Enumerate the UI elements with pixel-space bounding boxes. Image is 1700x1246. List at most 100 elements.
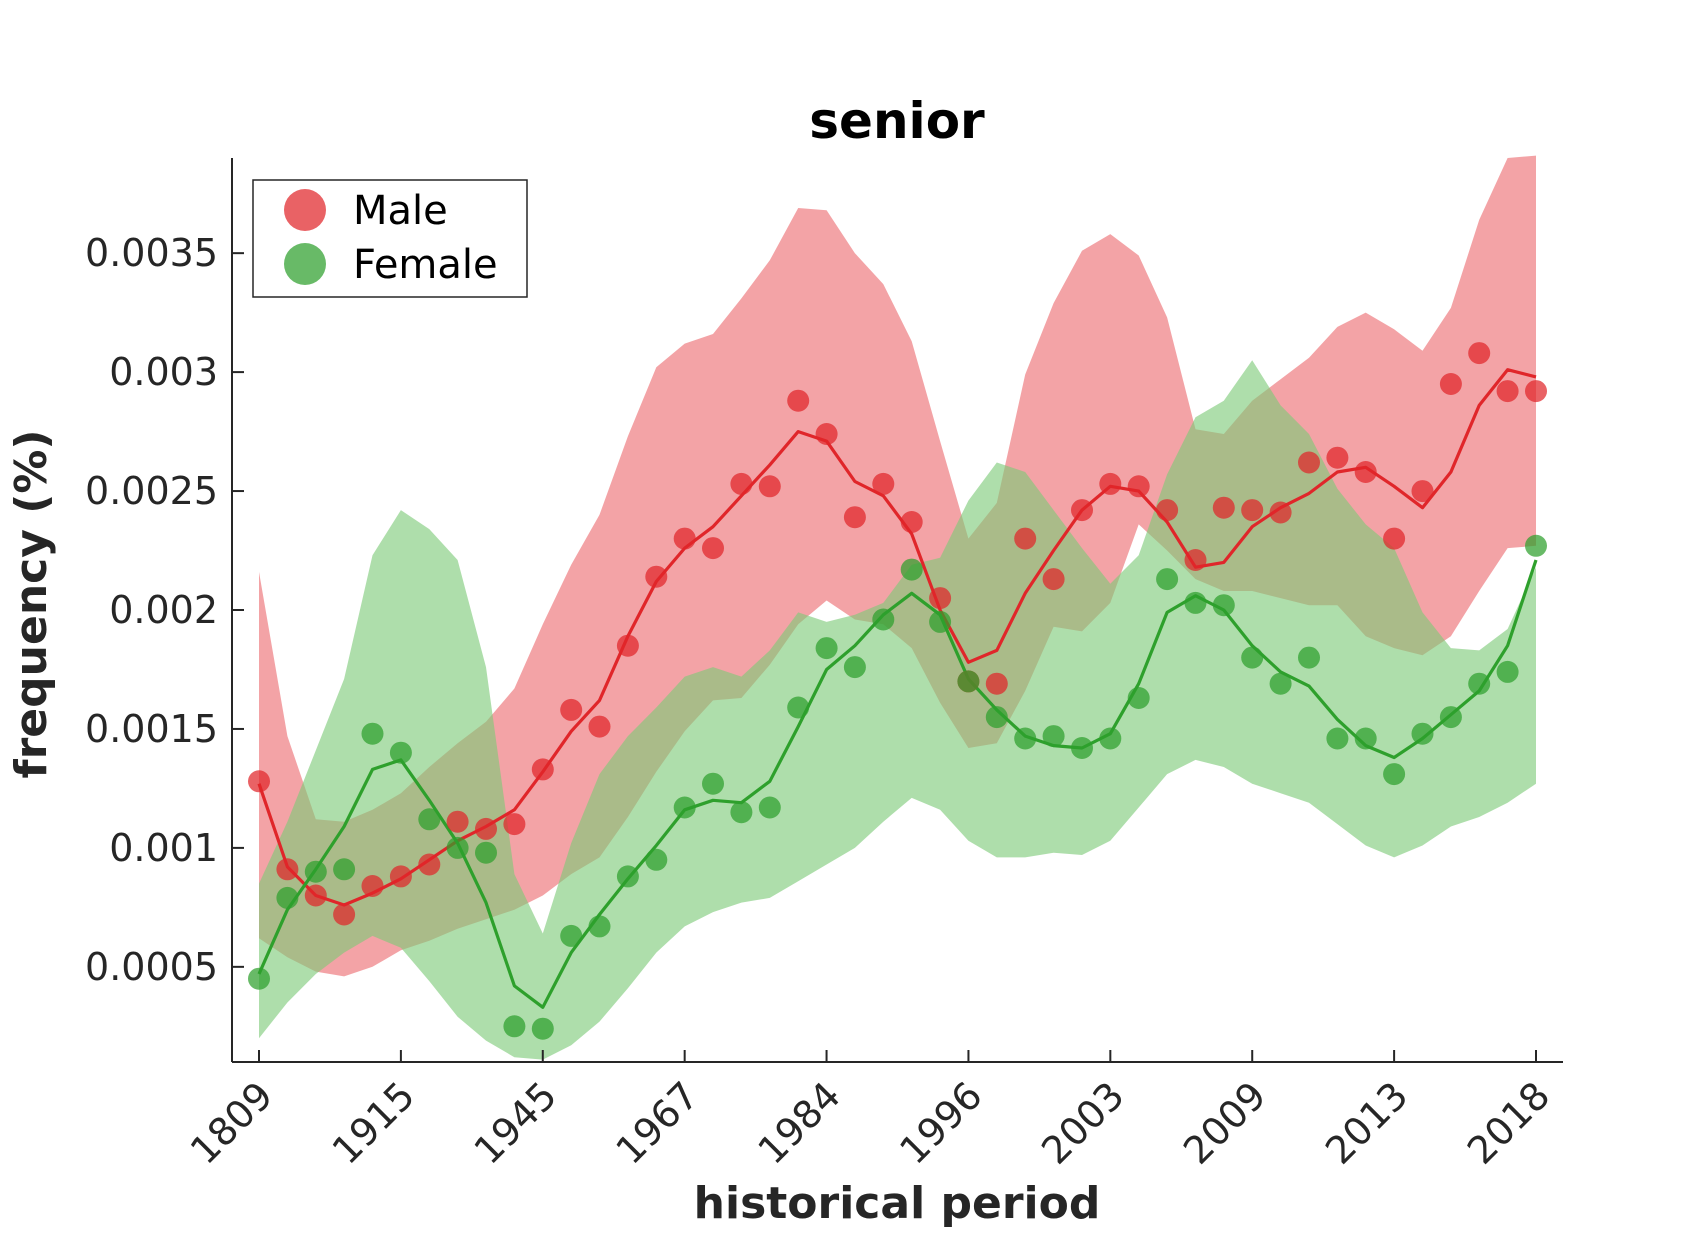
- female-data-point: [560, 924, 583, 947]
- female-data-point: [1411, 722, 1434, 745]
- male-data-point: [645, 565, 668, 588]
- male-data-point: [418, 853, 441, 876]
- female-data-point: [446, 836, 469, 859]
- female-data-point: [361, 722, 384, 745]
- male-data-point: [673, 527, 696, 550]
- male-data-point: [758, 475, 781, 498]
- y-tick-label: 0.0015: [85, 707, 218, 751]
- male-data-point: [248, 770, 270, 793]
- male-data-point: [702, 537, 724, 560]
- male-data-point: [730, 472, 753, 495]
- male-data-point: [1127, 475, 1150, 498]
- y-tick-label: 0.002: [109, 588, 218, 632]
- male-data-point: [389, 865, 412, 888]
- female-data-point: [1071, 737, 1093, 759]
- female-data-point: [957, 670, 980, 693]
- female-data-point: [588, 915, 611, 938]
- male-data-point: [1241, 499, 1264, 522]
- female-data-point: [475, 841, 497, 864]
- female-data-point: [1383, 763, 1406, 786]
- male-data-point: [872, 472, 895, 495]
- legend-marker-male: [284, 189, 326, 231]
- female-data-point: [1298, 646, 1320, 669]
- female-data-point: [1042, 725, 1065, 748]
- female-data-point: [1014, 727, 1037, 750]
- male-data-point: [1042, 568, 1065, 591]
- female-data-point: [1184, 591, 1207, 614]
- male-data-point: [1525, 380, 1547, 403]
- x-axis-title: historical period: [694, 1178, 1101, 1229]
- female-data-point: [815, 637, 838, 660]
- male-trend-line: [257, 368, 1537, 907]
- male-data-point: [1383, 527, 1406, 550]
- female-data-point: [787, 696, 810, 719]
- female-data-point: [985, 706, 1008, 729]
- male-data-point: [1439, 373, 1462, 395]
- male-data-point: [1269, 501, 1292, 524]
- male-data-point: [1411, 480, 1434, 503]
- chart-title: senior: [809, 92, 985, 150]
- male-data-point: [1212, 496, 1235, 519]
- legend-label-female: Female: [353, 242, 498, 288]
- male-data-point: [1354, 461, 1377, 483]
- y-tick-label: 0.0005: [85, 945, 218, 989]
- female-data-point: [1326, 727, 1349, 750]
- female-trend-line: [257, 559, 1538, 1009]
- male-data-point: [985, 672, 1008, 695]
- female-data-point: [418, 808, 441, 831]
- data-points: [248, 342, 1547, 1040]
- female-data-point: [645, 848, 668, 871]
- male-data-point: [446, 810, 469, 833]
- female-data-point: [304, 860, 327, 883]
- female-data-point: [758, 796, 781, 819]
- male-data-point: [1099, 472, 1122, 495]
- male-data-point: [503, 813, 526, 836]
- male-data-point: [361, 875, 384, 897]
- female-data-point: [929, 610, 952, 633]
- male-data-point: [1071, 499, 1093, 522]
- female-data-point: [900, 558, 923, 581]
- legend: Male Female: [252, 179, 528, 298]
- y-tick-label: 0.003: [109, 350, 218, 394]
- male-data-point: [1014, 527, 1037, 550]
- male-data-point: [1468, 342, 1491, 365]
- male-data-point: [588, 715, 611, 738]
- y-tick-label: 0.001: [109, 826, 218, 870]
- female-data-point: [730, 801, 753, 824]
- male-data-point: [304, 884, 327, 907]
- female-data-point: [843, 656, 866, 679]
- female-data-point: [616, 865, 639, 888]
- male-data-point: [787, 389, 810, 412]
- female-data-point: [1269, 672, 1292, 695]
- male-data-point: [333, 903, 356, 926]
- female-data-point: [503, 1015, 526, 1038]
- male-data-point: [616, 634, 639, 657]
- female-data-point: [1127, 687, 1150, 709]
- female-data-point: [1525, 534, 1547, 557]
- axes: [231, 158, 1563, 1063]
- female-data-point: [1099, 727, 1122, 750]
- female-confidence-band: [259, 360, 1536, 1060]
- female-data-point: [1496, 660, 1519, 683]
- male-data-point: [1496, 380, 1519, 403]
- male-data-point: [900, 511, 923, 533]
- female-data-point: [1241, 646, 1264, 669]
- female-data-point: [1212, 594, 1235, 617]
- female-data-point: [333, 858, 356, 881]
- male-data-point: [276, 858, 299, 881]
- y-tick-label: 0.0035: [85, 231, 218, 275]
- male-data-point: [560, 698, 583, 721]
- female-data-point: [673, 796, 696, 819]
- male-data-point: [1298, 451, 1320, 474]
- male-data-point: [1184, 549, 1207, 571]
- legend-marker-female: [284, 243, 326, 285]
- female-data-point: [276, 886, 299, 909]
- male-data-point: [929, 587, 952, 610]
- male-data-point: [1326, 446, 1349, 469]
- female-data-point: [1156, 568, 1179, 591]
- male-data-point: [815, 423, 838, 445]
- female-data-point: [702, 772, 724, 795]
- male-data-point: [531, 758, 554, 781]
- female-data-point: [531, 1017, 554, 1040]
- male-data-point: [843, 506, 866, 529]
